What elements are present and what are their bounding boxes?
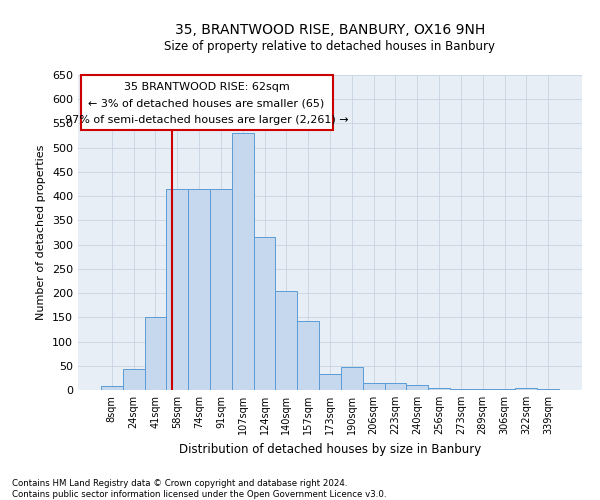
Text: Contains public sector information licensed under the Open Government Licence v3: Contains public sector information licen… [12, 490, 386, 499]
Bar [188, 189, 210, 390]
Bar [145, 318, 166, 390]
FancyBboxPatch shape [80, 75, 332, 130]
Bar [254, 238, 275, 390]
Bar [166, 189, 188, 390]
Bar [341, 366, 363, 390]
Text: 35, BRANTWOOD RISE, BANBURY, OX16 9NH: 35, BRANTWOOD RISE, BANBURY, OX16 9NH [175, 22, 485, 36]
Bar [472, 389, 494, 390]
Bar [210, 189, 232, 390]
Bar [319, 374, 341, 390]
Text: Contains HM Land Registry data © Crown copyright and database right 2024.: Contains HM Land Registry data © Crown c… [12, 478, 347, 488]
Bar [537, 388, 559, 390]
Bar [297, 321, 319, 390]
Bar [515, 388, 537, 390]
Bar [275, 290, 297, 390]
Bar [123, 369, 145, 390]
Bar [494, 389, 515, 390]
Text: ← 3% of detached houses are smaller (65): ← 3% of detached houses are smaller (65) [88, 98, 325, 108]
X-axis label: Distribution of detached houses by size in Banbury: Distribution of detached houses by size … [179, 442, 481, 456]
Bar [101, 386, 123, 390]
Text: 97% of semi-detached houses are larger (2,261) →: 97% of semi-detached houses are larger (… [65, 115, 349, 125]
Bar [385, 382, 406, 390]
Bar [232, 133, 254, 390]
Text: Size of property relative to detached houses in Banbury: Size of property relative to detached ho… [164, 40, 496, 53]
Bar [363, 382, 385, 390]
Text: 35 BRANTWOOD RISE: 62sqm: 35 BRANTWOOD RISE: 62sqm [124, 82, 289, 92]
Y-axis label: Number of detached properties: Number of detached properties [37, 145, 46, 320]
Bar [428, 388, 450, 390]
Bar [406, 385, 428, 390]
Bar [450, 388, 472, 390]
